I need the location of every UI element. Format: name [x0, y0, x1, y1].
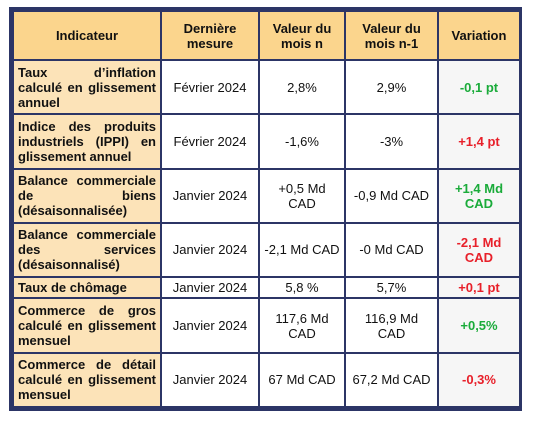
last-measure-cell: Janvier 2024 [162, 169, 258, 222]
value-n-cell: 5,8 % [260, 278, 344, 298]
indicator-cell: Commerce de gros calculé en glissement m… [14, 299, 160, 352]
table-row: Balance commerciale des services (désais… [14, 223, 519, 276]
variation-cell: +1,4 pt [439, 115, 519, 168]
value-n-cell: +0,5 Md CAD [260, 169, 344, 222]
variation-cell: +0,1 pt [439, 278, 519, 298]
last-measure-cell: Février 2024 [162, 61, 258, 114]
indicator-cell: Indice des produits industriels (IPPI) e… [14, 115, 160, 168]
table-row: Indice des produits industriels (IPPI) e… [14, 115, 519, 168]
value-n-cell: 117,6 Md CAD [260, 299, 344, 352]
table-row: Commerce de gros calculé en glissement m… [14, 299, 519, 352]
value-n-cell: 2,8% [260, 61, 344, 114]
table-row: Commerce de détail calculé en glissement… [14, 353, 519, 406]
variation-cell: +1,4 Md CAD [439, 169, 519, 222]
header-month-n: Valeur du mois n [260, 12, 344, 59]
header-row: Indicateur Dernière mesure Valeur du moi… [14, 12, 519, 59]
table-row: Balance commerciale de biens (désaisonna… [14, 169, 519, 222]
value-n-cell: -1,6% [260, 115, 344, 168]
header-variation: Variation [439, 12, 519, 59]
table-row: Taux d’inflation calculé en glissement a… [14, 61, 519, 114]
variation-cell: -0,3% [439, 353, 519, 406]
last-measure-cell: Janvier 2024 [162, 299, 258, 352]
value-n-cell: -2,1 Md CAD [260, 223, 344, 276]
indicators-table-frame: Indicateur Dernière mesure Valeur du moi… [9, 7, 522, 411]
indicator-cell: Taux de chômage [14, 278, 160, 298]
indicator-cell: Balance commerciale de biens (désaisonna… [14, 169, 160, 222]
last-measure-cell: Janvier 2024 [162, 278, 258, 298]
header-indicator: Indicateur [14, 12, 160, 59]
value-n1-cell: 5,7% [346, 278, 437, 298]
value-n1-cell: 67,2 Md CAD [346, 353, 437, 406]
variation-cell: -0,1 pt [439, 61, 519, 114]
value-n-cell: 67 Md CAD [260, 353, 344, 406]
value-n1-cell: 116,9 Md CAD [346, 299, 437, 352]
last-measure-cell: Janvier 2024 [162, 223, 258, 276]
value-n1-cell: -3% [346, 115, 437, 168]
indicator-cell: Taux d’inflation calculé en glissement a… [14, 61, 160, 114]
header-last-measure: Dernière mesure [162, 12, 258, 59]
table-row: Taux de chômage Janvier 2024 5,8 % 5,7% … [14, 278, 519, 298]
header-month-n1: Valeur du mois n-1 [346, 12, 437, 59]
variation-cell: -2,1 Md CAD [439, 223, 519, 276]
indicator-cell: Commerce de détail calculé en glissement… [14, 353, 160, 406]
last-measure-cell: Janvier 2024 [162, 353, 258, 406]
last-measure-cell: Février 2024 [162, 115, 258, 168]
value-n1-cell: -0,9 Md CAD [346, 169, 437, 222]
indicators-table: Indicateur Dernière mesure Valeur du moi… [12, 10, 521, 408]
value-n1-cell: 2,9% [346, 61, 437, 114]
value-n1-cell: -0 Md CAD [346, 223, 437, 276]
variation-cell: +0,5% [439, 299, 519, 352]
indicator-cell: Balance commerciale des services (désais… [14, 223, 160, 276]
